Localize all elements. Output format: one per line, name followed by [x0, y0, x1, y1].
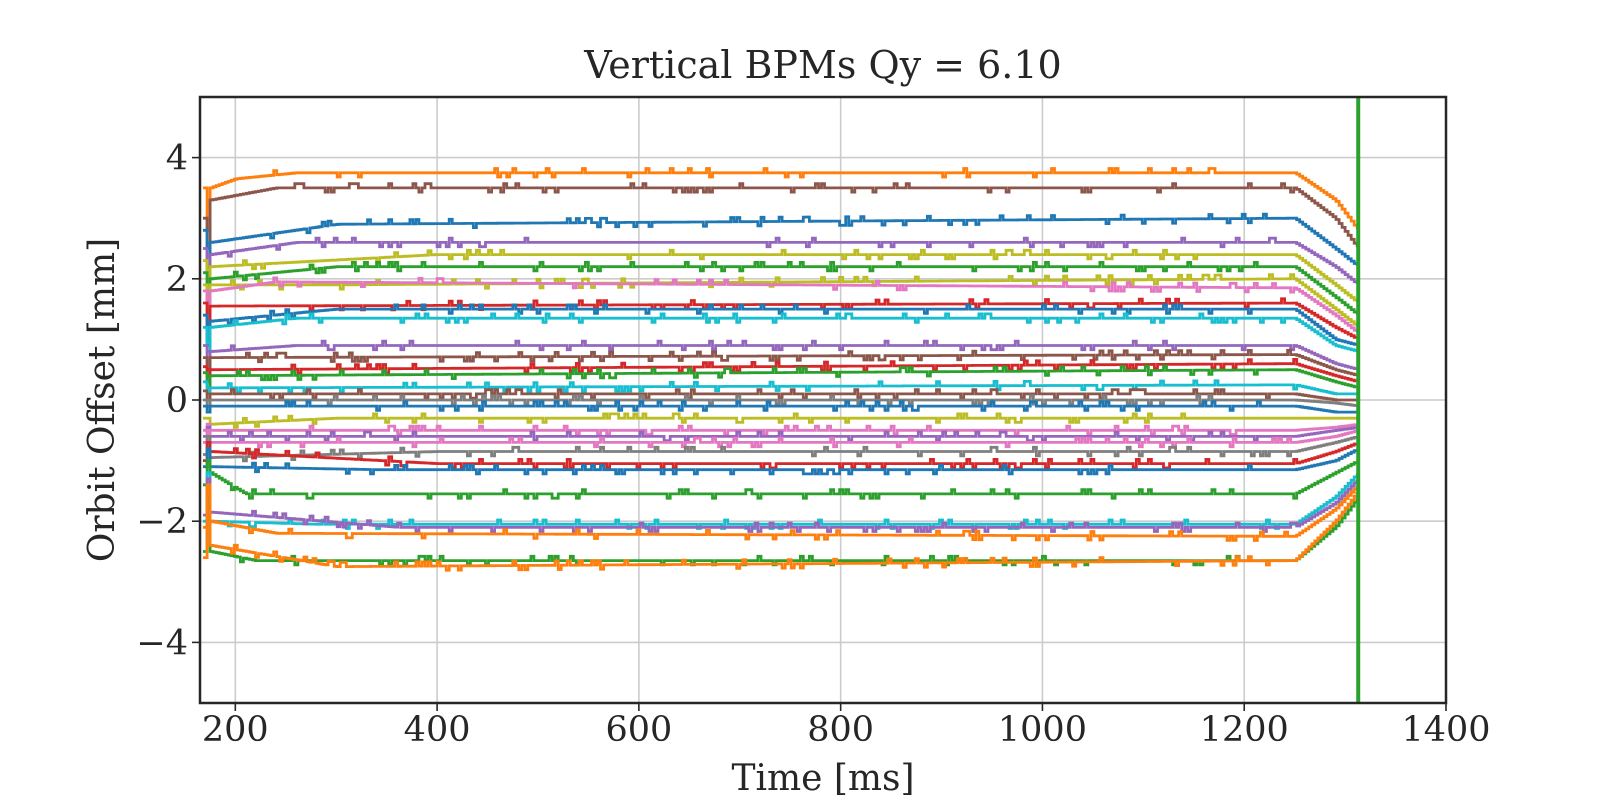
bpm-trace	[203, 489, 1359, 572]
bpm-trace	[203, 412, 1358, 429]
bpm-trace	[203, 447, 1359, 476]
bpm-trace	[203, 422, 1359, 436]
bpm-trace	[203, 364, 1359, 390]
bpm-trace	[203, 348, 1359, 378]
bpm-trace	[203, 483, 1359, 542]
bpm-trace	[203, 428, 1359, 449]
y-tick-label: 4	[166, 139, 188, 179]
y-tick-label: 2	[166, 260, 188, 300]
x-tick-label: 400	[404, 710, 471, 750]
ticks: 200 400 600 800 1000 1200 1400 −4 −2 0 2 4	[136, 139, 1490, 750]
x-tick-label: 1400	[1401, 710, 1490, 750]
bpm-trace	[203, 273, 1359, 329]
x-tick-label: 800	[807, 710, 874, 750]
x-tick-label: 600	[605, 710, 672, 750]
bpm-trace	[203, 358, 1359, 384]
x-axis-label: Time [ms]	[731, 758, 914, 799]
bpm-trace	[203, 167, 1359, 232]
bpm-trace	[203, 441, 1359, 470]
bpm-trace	[203, 471, 1359, 530]
x-tick-label: 1200	[1200, 710, 1289, 750]
x-tick-label: 200	[202, 710, 269, 750]
bpm-trace	[203, 261, 1359, 317]
bpm-trace	[203, 425, 1359, 442]
chart-title: Vertical BPMs Qy = 6.10	[583, 43, 1061, 87]
y-tick-label: −2	[136, 502, 188, 542]
bpm-trace	[203, 400, 1358, 414]
bpm-trace	[203, 312, 1359, 353]
bpm-trace	[203, 388, 1358, 402]
bpm-trace	[203, 339, 1359, 372]
y-tick-label: −4	[136, 623, 188, 663]
bpm-trace	[203, 248, 1359, 305]
y-axis-label: Orbit Offset [mm]	[82, 238, 123, 562]
bpm-trace	[203, 477, 1359, 533]
bpm-trace	[203, 379, 1358, 396]
bpm-trace	[203, 276, 1359, 335]
y-tick-label: 0	[166, 381, 188, 421]
bpm-trace	[203, 435, 1359, 463]
bpm-trace	[203, 236, 1359, 287]
x-tick-label: 1000	[998, 710, 1087, 750]
bpm-trace	[203, 182, 1359, 250]
series-layer	[203, 167, 1359, 572]
bpm-trace	[203, 394, 1359, 408]
bpm-trace	[203, 303, 1359, 347]
bpm-trace	[203, 459, 1359, 500]
bpm-trace	[203, 212, 1359, 269]
